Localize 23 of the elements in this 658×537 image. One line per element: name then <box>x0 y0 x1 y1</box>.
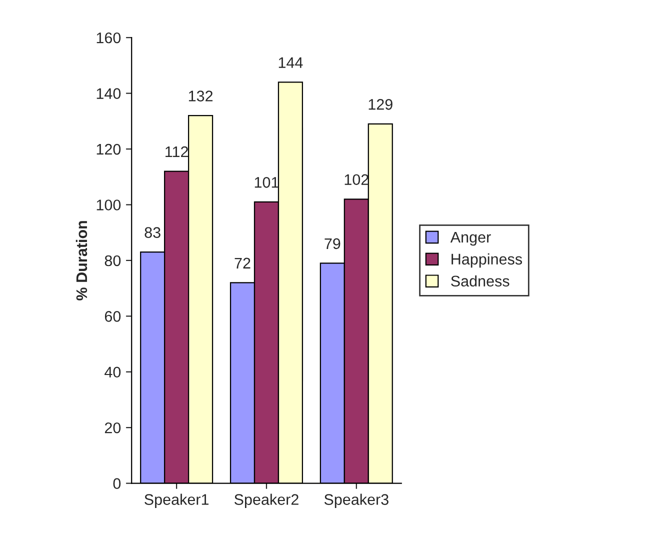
y-axis-title: % Duration <box>76 221 88 300</box>
legend-label: Anger <box>450 232 491 246</box>
data-label: 83 <box>144 227 160 238</box>
x-tick-label: Speaker1 <box>144 494 209 508</box>
legend-label: Happiness <box>452 253 522 268</box>
x-tick-label: Speaker3 <box>324 494 388 508</box>
y-tick-label: 40 <box>104 366 121 378</box>
y-tick-label: 100 <box>96 200 121 210</box>
y-tick-label: 120 <box>96 144 121 155</box>
data-label: 112 <box>166 146 188 158</box>
y-tick-label: 60 <box>104 311 121 322</box>
data-label: 72 <box>234 258 250 268</box>
x-tick-label: Speaker2 <box>234 494 298 508</box>
data-label: 144 <box>278 57 303 68</box>
data-label: 79 <box>324 238 340 250</box>
y-tick-label: 160 <box>96 32 121 44</box>
y-tick-label: 20 <box>104 422 121 434</box>
y-tick-label: 140 <box>96 88 121 99</box>
y-tick-label: 80 <box>104 255 121 266</box>
data-label: 132 <box>188 90 213 102</box>
legend-label: Sadness <box>451 275 510 287</box>
y-tick-label: 0 <box>113 478 121 489</box>
data-label: 129 <box>368 98 392 110</box>
